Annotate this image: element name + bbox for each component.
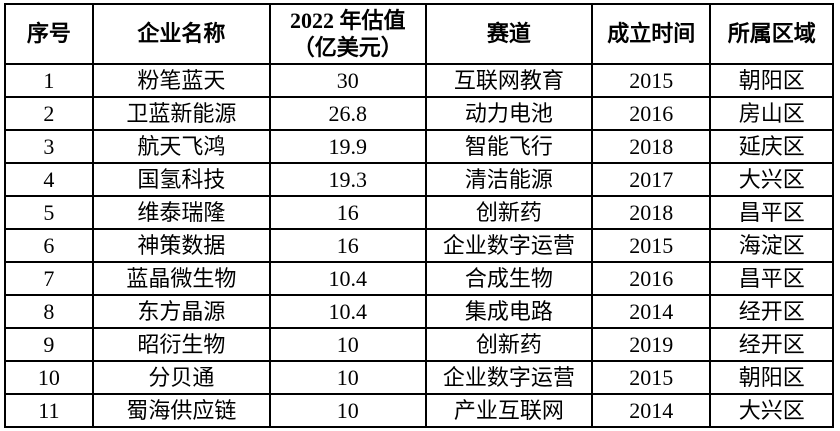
table-cell: 产业互联网 (424, 393, 594, 428)
table-cell: 11 (4, 393, 94, 428)
table-cell: 集成电路 (424, 294, 594, 329)
table-cell: 企业数字运营 (424, 228, 594, 263)
table-cell: 大兴区 (709, 393, 834, 428)
table-cell: 创新药 (424, 327, 594, 362)
table-cell: 9 (4, 327, 94, 362)
table-cell: 4 (4, 162, 94, 197)
table-cell: 企业数字运营 (424, 360, 594, 395)
table-cell: 19.3 (268, 162, 427, 197)
table-row: 8 东方晶源 10.4 集成电路 2014 经开区 (4, 294, 834, 329)
table-cell: 2016 (591, 261, 712, 296)
table-cell: 分贝通 (91, 360, 271, 395)
table-cell: 10 (268, 393, 427, 428)
table-cell: 昌平区 (709, 195, 834, 230)
table-cell: 3 (4, 129, 94, 164)
table-cell: 10.4 (268, 261, 427, 296)
table-cell: 大兴区 (709, 162, 834, 197)
table-row: 3 航天飞鸿 19.9 智能飞行 2018 延庆区 (4, 129, 834, 164)
table-row: 2 卫蓝新能源 26.8 动力电池 2016 房山区 (4, 96, 834, 131)
table-cell: 8 (4, 294, 94, 329)
table-cell: 16 (268, 228, 427, 263)
table-cell: 昌平区 (709, 261, 834, 296)
column-header-5: 成立时间 (591, 3, 712, 65)
table-cell: 海淀区 (709, 228, 834, 263)
table-cell: 延庆区 (709, 129, 834, 164)
table-cell: 2 (4, 96, 94, 131)
table-cell: 蓝晶微生物 (91, 261, 271, 296)
column-header-4: 赛道 (424, 3, 594, 65)
table-cell: 7 (4, 261, 94, 296)
table-cell: 10 (268, 360, 427, 395)
table-cell: 神策数据 (91, 228, 271, 263)
table-cell: 2015 (591, 228, 712, 263)
table-cell: 2015 (591, 63, 712, 98)
table-cell: 2018 (591, 129, 712, 164)
table-cell: 19.9 (268, 129, 427, 164)
table-cell: 16 (268, 195, 427, 230)
table-cell: 创新药 (424, 195, 594, 230)
table-row: 1 粉笔蓝天 30 互联网教育 2015 朝阳区 (4, 63, 834, 98)
table-cell: 30 (268, 63, 427, 98)
table-row: 7 蓝晶微生物 10.4 合成生物 2016 昌平区 (4, 261, 834, 296)
table-cell: 航天飞鸿 (91, 129, 271, 164)
table-cell: 经开区 (709, 294, 834, 329)
table-row: 10 分贝通 10 企业数字运营 2015 朝阳区 (4, 360, 834, 395)
table-cell: 2019 (591, 327, 712, 362)
table-cell: 2014 (591, 294, 712, 329)
column-header-3: 2022 年估值 （亿美元） (268, 3, 427, 65)
table-body: 1 粉笔蓝天 30 互联网教育 2015 朝阳区 2 卫蓝新能源 26.8 动力电池 2016 房山区… (4, 63, 834, 428)
table-cell: 26.8 (268, 96, 427, 131)
table-cell: 清洁能源 (424, 162, 594, 197)
table-cell: 卫蓝新能源 (91, 96, 271, 131)
table-cell: 国氢科技 (91, 162, 271, 197)
column-header-1: 序号 (4, 3, 94, 65)
column-header-2: 企业名称 (91, 3, 271, 65)
table-cell: 维泰瑞隆 (91, 195, 271, 230)
table-cell: 蜀海供应链 (91, 393, 271, 428)
column-header-6: 所属区域 (709, 3, 834, 65)
table-cell: 经开区 (709, 327, 834, 362)
table-row: 5 维泰瑞隆 16 创新药 2018 昌平区 (4, 195, 834, 230)
table-cell: 朝阳区 (709, 63, 834, 98)
table-header-row: 序号 企业名称 2022 年估值 （亿美元） 赛道 成立时间 所属区域 (4, 3, 834, 65)
table-cell: 昭衍生物 (91, 327, 271, 362)
table-cell: 互联网教育 (424, 63, 594, 98)
table-row: 11 蜀海供应链 10 产业互联网 2014 大兴区 (4, 393, 834, 428)
table-cell: 2017 (591, 162, 712, 197)
table-cell: 2014 (591, 393, 712, 428)
table-cell: 10 (268, 327, 427, 362)
table-cell: 智能飞行 (424, 129, 594, 164)
table-cell: 10.4 (268, 294, 427, 329)
table-cell: 10 (4, 360, 94, 395)
table-cell: 合成生物 (424, 261, 594, 296)
table-row: 9 昭衍生物 10 创新药 2019 经开区 (4, 327, 834, 362)
table-cell: 动力电池 (424, 96, 594, 131)
table-cell: 1 (4, 63, 94, 98)
table-row: 4 国氢科技 19.3 清洁能源 2017 大兴区 (4, 162, 834, 197)
companies-table: 序号 企业名称 2022 年估值 （亿美元） 赛道 成立时间 所属区域 1 粉笔蓝天 30 互联… (4, 3, 834, 428)
table-cell: 5 (4, 195, 94, 230)
table-cell: 2018 (591, 195, 712, 230)
table-row: 6 神策数据 16 企业数字运营 2015 海淀区 (4, 228, 834, 263)
table-cell: 房山区 (709, 96, 834, 131)
table-header: 序号 企业名称 2022 年估值 （亿美元） 赛道 成立时间 所属区域 (4, 3, 834, 65)
table-cell: 朝阳区 (709, 360, 834, 395)
table-cell: 粉笔蓝天 (91, 63, 271, 98)
table-cell: 2015 (591, 360, 712, 395)
table-cell: 2016 (591, 96, 712, 131)
table-cell: 6 (4, 228, 94, 263)
table-cell: 东方晶源 (91, 294, 271, 329)
